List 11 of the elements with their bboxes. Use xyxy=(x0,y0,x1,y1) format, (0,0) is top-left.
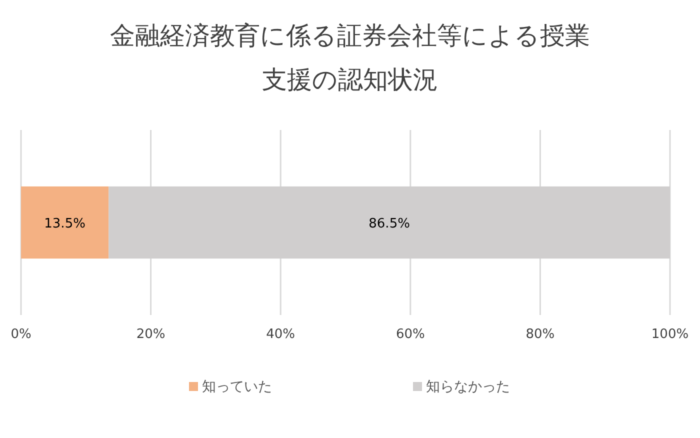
data-label: 13.5% xyxy=(44,216,86,232)
legend-label: 知らなかった xyxy=(426,379,510,395)
x-tick-label: 60% xyxy=(396,327,425,342)
chart-title: 金融経済教育に係る証券会社等による授業支援の認知状況 xyxy=(110,20,590,96)
data-label: 86.5% xyxy=(368,216,410,232)
x-tick-label: 40% xyxy=(266,327,296,342)
x-tick-label: 80% xyxy=(526,327,555,342)
x-tick-label: 0% xyxy=(10,327,32,342)
x-tick-label: 20% xyxy=(136,327,166,342)
x-tick-label: 100% xyxy=(651,327,689,342)
legend-label: 知っていた xyxy=(202,379,272,395)
